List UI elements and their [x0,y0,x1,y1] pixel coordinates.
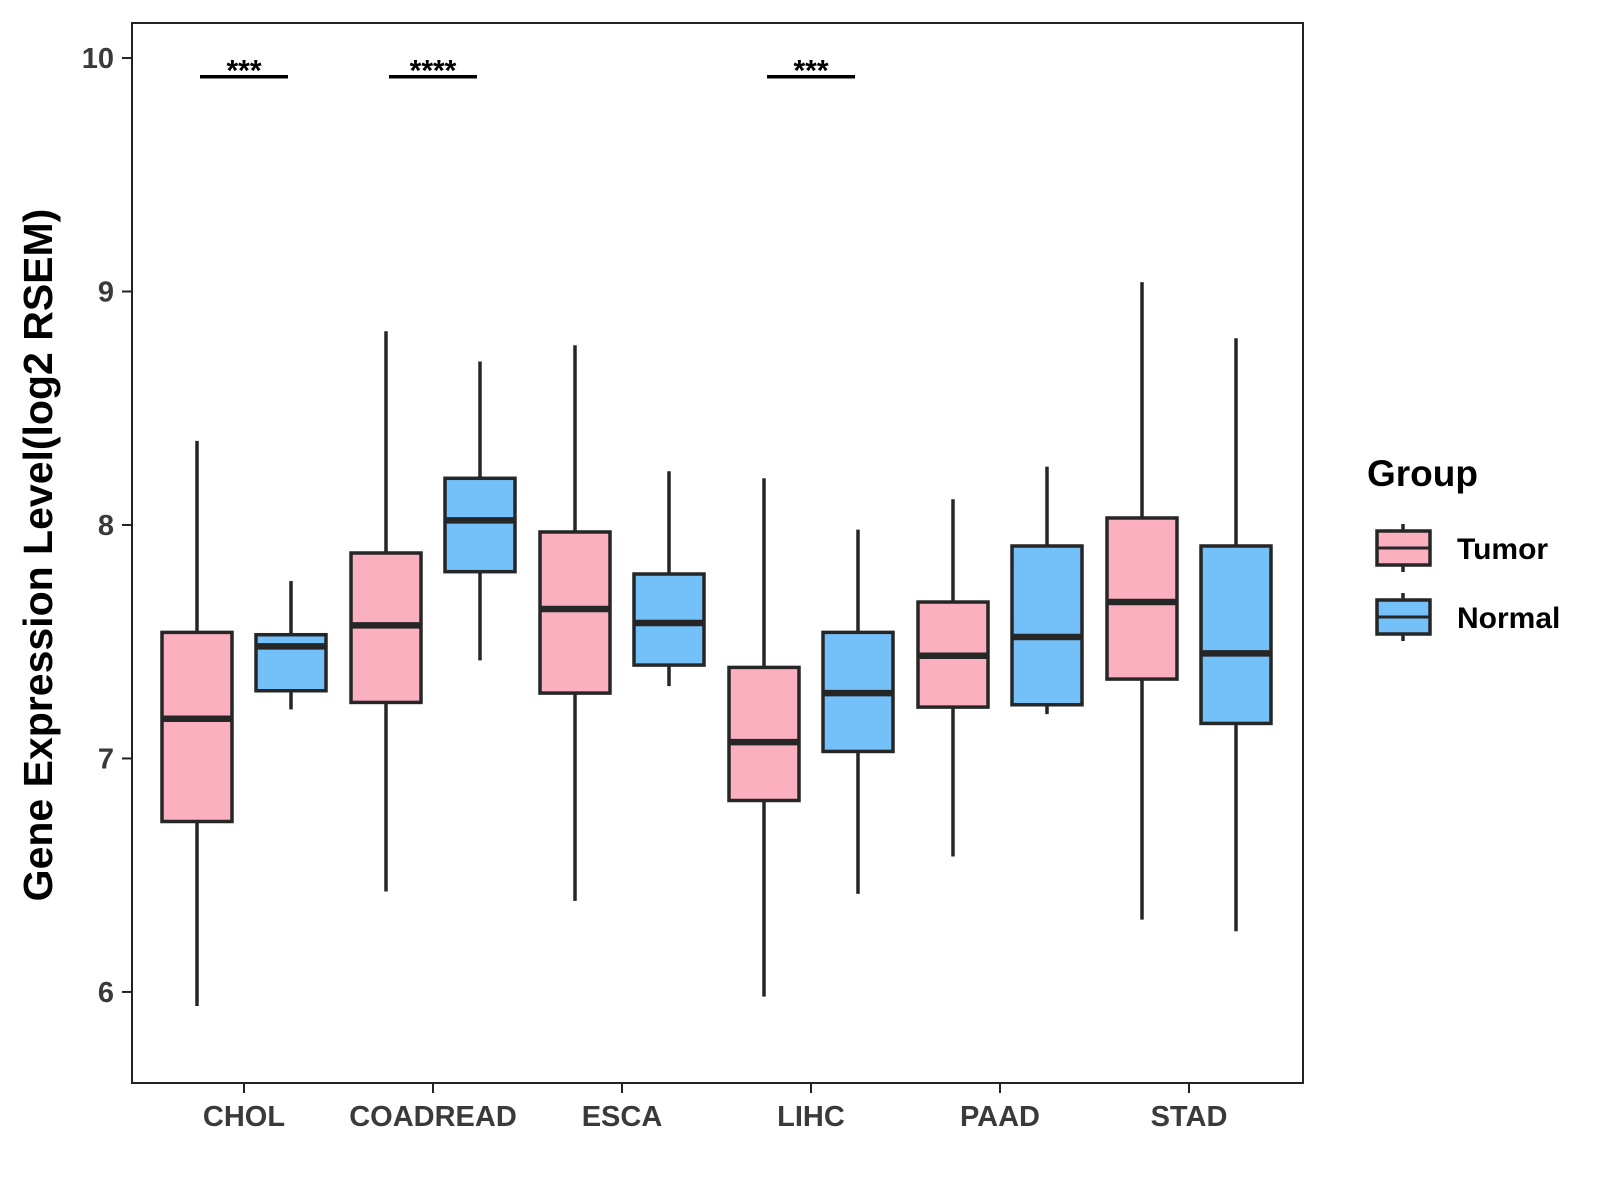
legend-item-tumor: Tumor [1375,524,1548,572]
legend: Group Tumor Normal [1367,453,1560,641]
box-normal-paad [1010,466,1084,715]
box-normal-esca [632,471,706,687]
box-tumor-paad [916,499,990,857]
significance-label: *** [793,55,828,88]
box-iqr [727,665,801,803]
box-layer [160,282,1273,1006]
box-tumor-stad [1105,282,1179,920]
box-iqr [254,632,328,693]
box-normal-stad [1199,338,1273,932]
plot-panel [131,22,1304,1084]
x-tick-label: STAD [1151,1101,1228,1133]
x-tick-label: CHOL [203,1101,285,1133]
x-tick-label: LIHC [777,1101,845,1133]
box-normal-chol [254,581,328,710]
x-tick-label: PAAD [960,1101,1040,1133]
box-normal-coadread [443,361,517,661]
legend-label-tumor: Tumor [1457,533,1548,566]
box-iqr [538,530,612,695]
significance-label: **** [410,55,457,88]
x-tick-label: COADREAD [349,1101,517,1133]
plot-panel-border [131,22,1304,1084]
x-tick-label: ESCA [582,1101,663,1133]
box-iqr [632,572,706,667]
box-iqr [1010,544,1084,707]
box-tumor-lihc [727,478,801,997]
box-tumor-chol [160,440,234,1006]
box-normal-lihc [821,529,895,894]
box-tumor-coadread [349,331,423,892]
box-iqr [1199,544,1273,726]
significance-label: *** [226,55,261,88]
legend-label-normal: Normal [1457,602,1560,635]
y-tick-label: 9 [98,277,114,309]
y-axis-title: Gene Expression Level(log2 RSEM) [15,209,61,902]
box-iqr [160,630,234,824]
y-tick-label: 8 [98,510,114,542]
y-tick-label: 6 [98,977,114,1009]
box-tumor-esca [538,345,612,901]
legend-title: Group [1367,453,1478,494]
y-tick-label: 10 [82,43,114,75]
significance-layer: *** **** *** [200,55,855,88]
legend-item-normal: Normal [1375,593,1560,641]
box-iqr [443,476,517,574]
y-tick-label: 7 [98,743,114,775]
box-iqr [1105,516,1179,681]
axis-layer: 6 7 8 9 10 CHOL COADREAD ESCA LIHC PAAD STAD [82,43,1228,1133]
